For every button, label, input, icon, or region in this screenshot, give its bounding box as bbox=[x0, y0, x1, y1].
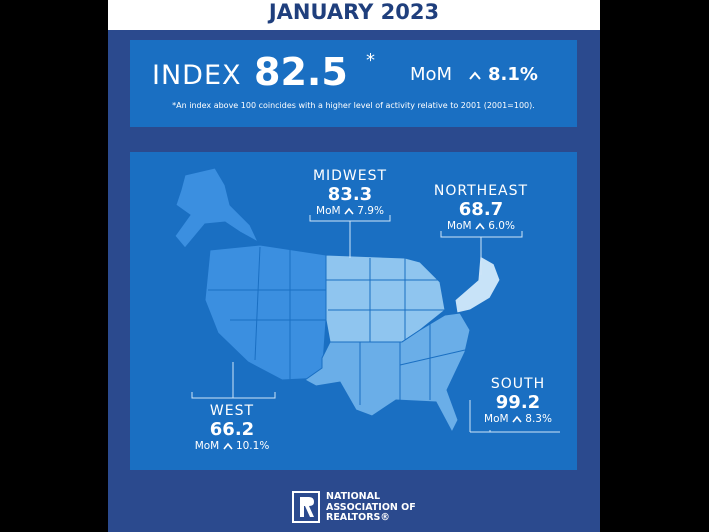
region-mom: MoM 8.3% bbox=[448, 413, 588, 425]
up-caret bbox=[512, 415, 522, 423]
up-caret bbox=[344, 207, 354, 215]
region-mom: MoM 10.1% bbox=[162, 440, 302, 452]
state-lines bbox=[208, 246, 466, 405]
mom-label: MoM bbox=[447, 220, 472, 232]
region-northeast: NORTHEAST 68.7 MoM 6.0% bbox=[411, 183, 551, 232]
logo-line: REALTORS® bbox=[326, 512, 390, 523]
region-midwest: MIDWEST 83.3 MoM 7.9% bbox=[280, 168, 420, 217]
map-tile: MIDWEST 83.3 MoM 7.9% NORTHEAST 68.7 MoM… bbox=[130, 152, 577, 470]
index-label: INDEX bbox=[152, 60, 242, 91]
alaska bbox=[174, 167, 260, 249]
northeast-region bbox=[454, 255, 501, 314]
index-box: INDEX 82.5 * MoM 8.1% *An index above 10… bbox=[130, 40, 577, 127]
west-region bbox=[204, 244, 327, 381]
mom-label: MoM bbox=[410, 64, 453, 85]
us-map bbox=[174, 167, 560, 434]
midwest-region bbox=[325, 254, 446, 343]
leader-lines bbox=[191, 215, 560, 433]
mom-change: 8.3% bbox=[525, 413, 552, 425]
mom-change: 8.1% bbox=[488, 64, 538, 85]
up-caret bbox=[475, 222, 485, 230]
up-caret bbox=[222, 442, 233, 450]
region-value: 83.3 bbox=[327, 184, 373, 205]
region-west: WEST 66.2 MoM 10.1% bbox=[162, 403, 302, 452]
logo-line: ASSOCIATION OF bbox=[326, 501, 416, 513]
region-name: MIDWEST bbox=[312, 168, 388, 184]
region-value: 99.2 bbox=[495, 392, 541, 413]
region-name: SOUTH bbox=[490, 376, 546, 392]
header-strip bbox=[108, 0, 600, 30]
footnote: *An index above 100 coincides with a hig… bbox=[172, 101, 535, 110]
mom-label: MoM bbox=[316, 205, 341, 217]
mom-change: 6.0% bbox=[488, 220, 515, 232]
mom-change: 10.1% bbox=[235, 440, 270, 452]
region-name: WEST bbox=[209, 403, 255, 419]
mom-change: 7.9% bbox=[357, 205, 384, 217]
index-value: 82.5 bbox=[254, 50, 348, 94]
title: JANUARY 2023 bbox=[268, 0, 440, 24]
mom-label: MoM bbox=[484, 413, 509, 425]
south-region bbox=[304, 312, 471, 434]
asterisk: * bbox=[366, 50, 375, 71]
region-name: NORTHEAST bbox=[433, 183, 529, 199]
region-value: 66.2 bbox=[209, 419, 255, 440]
logo-text: NATIONAL ASSOCIATION OF REALTORS® bbox=[326, 491, 416, 524]
region-value: 68.7 bbox=[458, 199, 504, 220]
region-mom: MoM 6.0% bbox=[411, 220, 551, 232]
region-south: SOUTH 99.2 MoM 8.3% bbox=[448, 376, 588, 425]
logo-mark bbox=[292, 491, 320, 523]
up-caret bbox=[469, 71, 481, 80]
mom-label: MoM bbox=[194, 440, 220, 452]
logo-line: NATIONAL bbox=[326, 491, 381, 502]
region-mom: MoM 7.9% bbox=[280, 205, 420, 217]
